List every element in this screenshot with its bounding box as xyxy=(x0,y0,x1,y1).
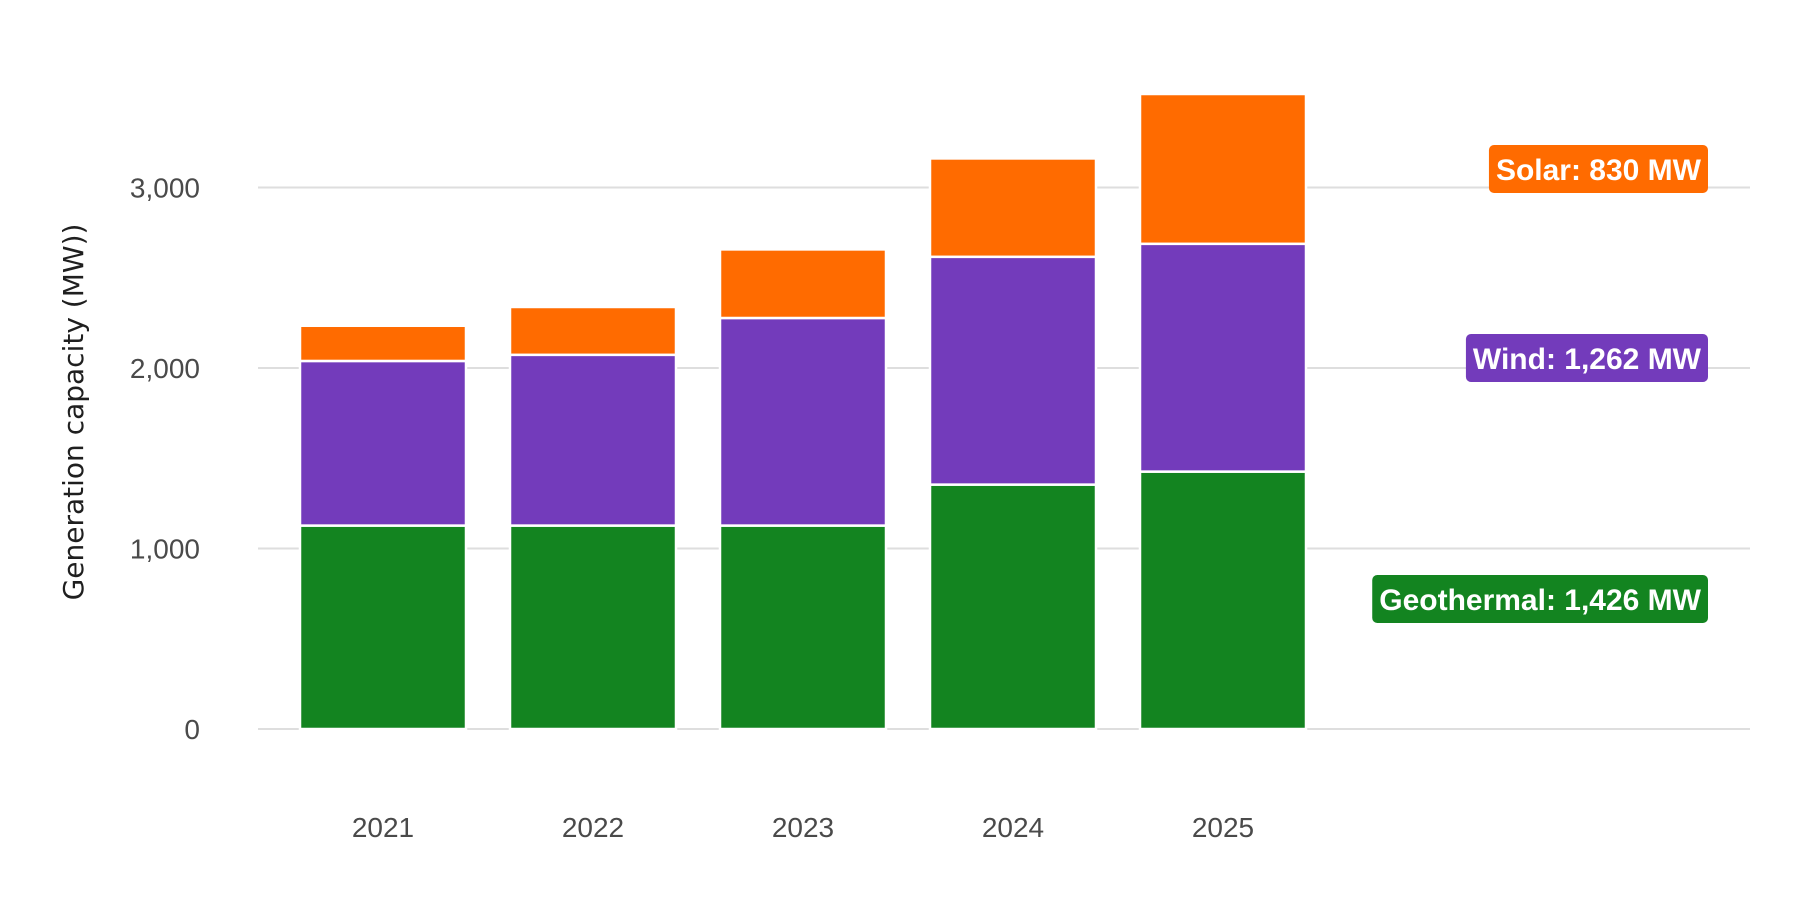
bar-solar-2025 xyxy=(1138,92,1308,246)
y-tick-label: 2,000 xyxy=(130,353,200,384)
series-label-background xyxy=(1488,145,1708,193)
bar-geothermal-2021 xyxy=(298,524,468,731)
bar-solar-2022 xyxy=(508,305,678,357)
series-label-tag: Wind: 1,262 MW xyxy=(1465,334,1708,382)
bar-geothermal-2023 xyxy=(718,524,888,731)
y-axis-title: Generation capacity (MW)) xyxy=(57,224,90,601)
x-tick-label: 2021 xyxy=(352,812,414,843)
y-tick-label: 0 xyxy=(184,714,200,745)
tick-labels: 0 1,000 2,000 3,000 2021 2022 2023 2024 2025 xyxy=(130,173,1254,844)
y-tick-label: 1,000 xyxy=(130,534,200,565)
bar-solar-2023 xyxy=(718,248,888,320)
bar-geothermal-2025 xyxy=(1138,470,1308,731)
series-label-tag: Geothermal: 1,426 MW xyxy=(1372,575,1708,623)
series-label-background xyxy=(1465,334,1708,382)
x-tick-label: 2025 xyxy=(1192,812,1254,843)
bars xyxy=(298,92,1308,731)
bar-solar-2024 xyxy=(928,157,1098,259)
bar-geothermal-2022 xyxy=(508,524,678,731)
series-label-text: Geothermal: 1,426 MW xyxy=(1379,584,1701,617)
series-label-text: Solar: 830 MW xyxy=(1496,154,1702,187)
bar-wind-2025 xyxy=(1138,242,1308,473)
bar-wind-2022 xyxy=(508,353,678,527)
series-labels: Solar: 830 MW Wind: 1,262 MW Geothermal: 1… xyxy=(1372,145,1708,623)
x-tick-label: 2022 xyxy=(562,812,624,843)
series-label-tag: Solar: 830 MW xyxy=(1488,145,1708,193)
bar-solar-2021 xyxy=(298,324,468,363)
bar-wind-2024 xyxy=(928,255,1098,486)
x-tick-label: 2024 xyxy=(982,812,1044,843)
y-tick-label: 3,000 xyxy=(130,173,200,204)
bar-geothermal-2024 xyxy=(928,483,1098,731)
series-label-text: Wind: 1,262 MW xyxy=(1473,343,1702,376)
bar-wind-2023 xyxy=(718,316,888,527)
series-label-background xyxy=(1372,575,1708,623)
bar-wind-2021 xyxy=(298,359,468,527)
x-tick-label: 2023 xyxy=(772,812,834,843)
